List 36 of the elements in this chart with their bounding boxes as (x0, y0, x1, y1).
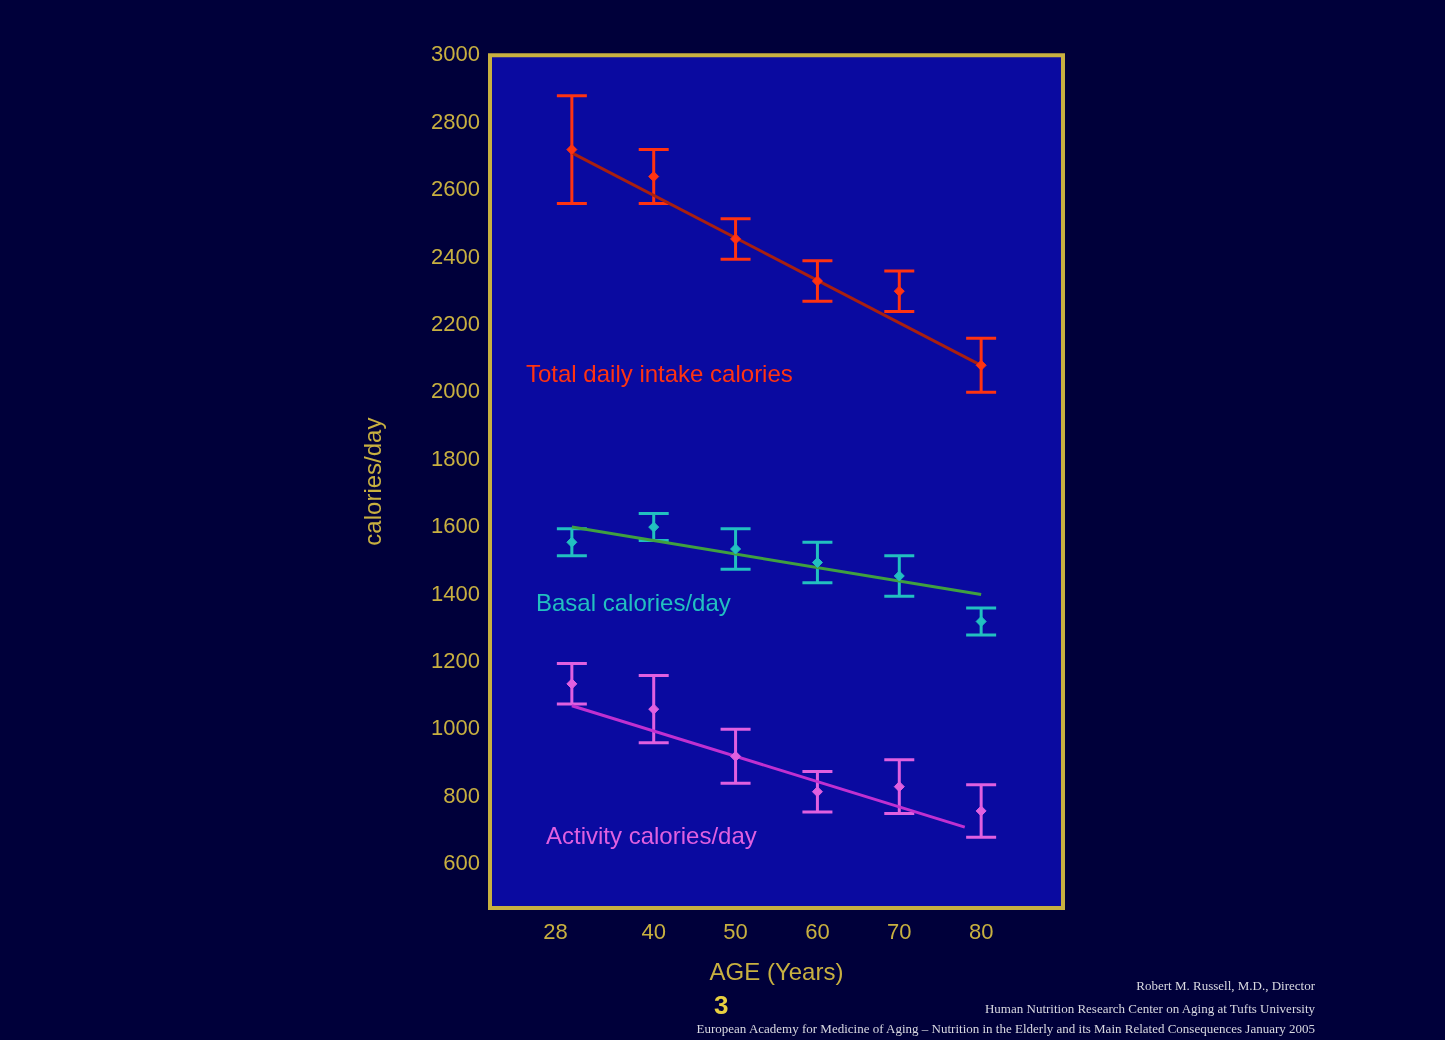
y-tick-label: 600 (443, 850, 480, 876)
x-tick-label: 80 (968, 919, 994, 945)
y-tick-label: 1400 (431, 580, 480, 606)
point (566, 144, 578, 156)
text: European Academy for Medicine of Aging – Nutrition in the Elderly and its Main Related Consequences January 2005 (696, 1021, 1315, 1037)
y-tick-label: 1200 (431, 648, 480, 673)
y-tick-label: 1000 (431, 715, 480, 741)
text: 3 (714, 990, 729, 1021)
point (893, 570, 905, 582)
y-tick-label: 2000 (431, 378, 480, 404)
y-tick-label: 2400 (431, 243, 480, 269)
text: Robert M. Russell, M.D., Director (1136, 978, 1315, 994)
x-tick-label: 60 (805, 919, 830, 945)
point (648, 703, 660, 715)
y-tick-label: 1600 (431, 513, 480, 539)
point (730, 543, 742, 555)
point (648, 521, 660, 533)
series-label: Basal calories/day (536, 589, 731, 617)
x-tick-label: 70 (887, 919, 912, 945)
y-tick-label: 3000 (431, 41, 480, 67)
x-tick-label: 28 (543, 919, 568, 945)
point (893, 285, 905, 297)
y-tick-label: 2200 (431, 310, 480, 336)
point (811, 557, 823, 568)
x-tick-label: 40 (641, 919, 666, 945)
text: Human Nutrition Research Center on Aging at Tufts University (984, 1001, 1315, 1017)
x-axis-title: AGE (Years) (709, 958, 844, 986)
y-tick-label: 2600 (431, 176, 480, 202)
y-tick-label: 800 (443, 782, 480, 808)
point (811, 275, 823, 287)
x-tick-label: 50 (723, 919, 748, 945)
text: Activity calories/day (546, 821, 757, 849)
text: Total daily intake calories (526, 359, 793, 387)
y-axis-title: calories/day (359, 417, 387, 546)
y-tick-label: 1800 (431, 445, 480, 471)
y-tick-label: 2800 (431, 108, 480, 134)
